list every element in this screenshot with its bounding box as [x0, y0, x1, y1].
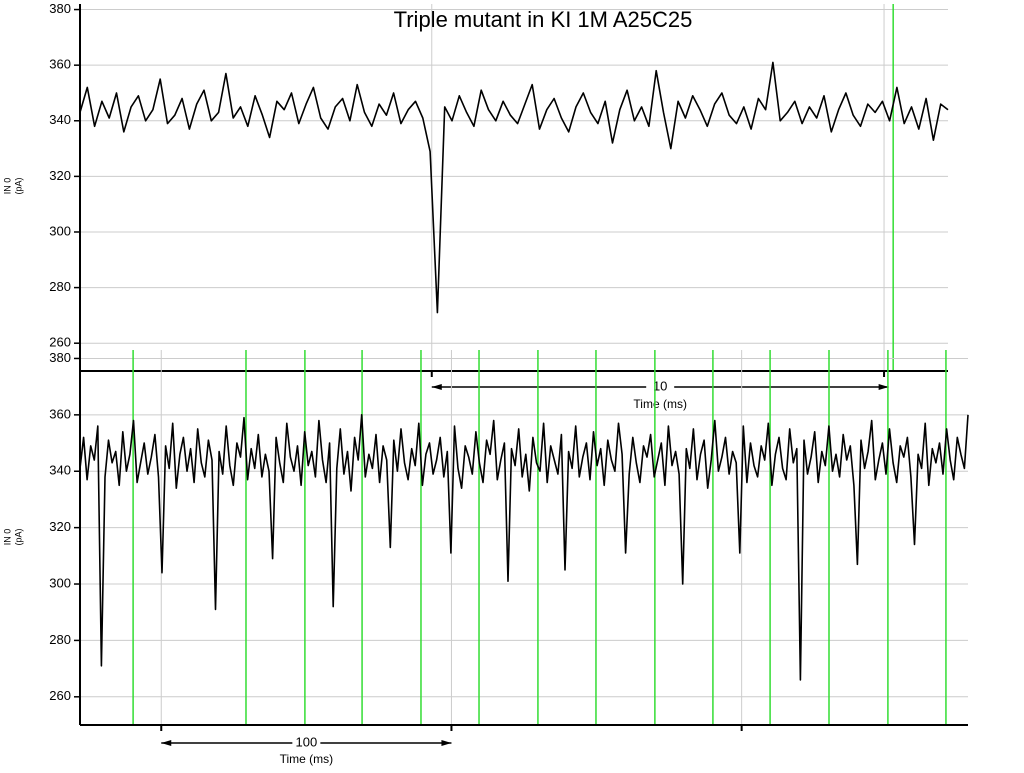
y-tick-label: 280 — [49, 632, 71, 647]
chart-title: Triple mutant in KI 1M A25C25 — [394, 7, 693, 32]
y-tick-label: 360 — [49, 57, 71, 72]
scale-bar-label: 10 — [653, 378, 667, 393]
y-tick-label: 340 — [49, 463, 71, 478]
y-tick-label: 380 — [49, 350, 71, 365]
arrow-head — [431, 384, 442, 390]
y-tick-label: 340 — [49, 112, 71, 127]
x-axis-label: Time (ms) — [633, 397, 687, 411]
y-axis-label: IN 0 — [2, 529, 12, 546]
scale-bar-label-bg — [646, 379, 675, 395]
y-tick-label: 300 — [49, 575, 71, 590]
y-tick-label: 360 — [49, 406, 71, 421]
arrow-head — [161, 740, 172, 746]
trace — [79, 61, 949, 314]
trace — [79, 414, 969, 681]
y-tick-label: 320 — [49, 519, 71, 534]
y-axis-label: (pA) — [13, 528, 23, 545]
y-tick-label: 260 — [49, 335, 71, 350]
scale-bar-label-bg — [292, 735, 321, 751]
y-axis-label: IN 0 — [2, 178, 12, 195]
arrow-head — [878, 384, 889, 390]
y-tick-label: 300 — [49, 223, 71, 238]
y-tick-label: 260 — [49, 688, 71, 703]
y-tick-label: 280 — [49, 279, 71, 294]
scale-bar-label: 100 — [296, 734, 318, 749]
x-axis-label: Time (ms) — [280, 752, 334, 766]
y-tick-label: 380 — [49, 1, 71, 16]
y-axis-label: (pA) — [13, 177, 23, 194]
arrow-head — [441, 740, 452, 746]
y-tick-label: 320 — [49, 168, 71, 183]
